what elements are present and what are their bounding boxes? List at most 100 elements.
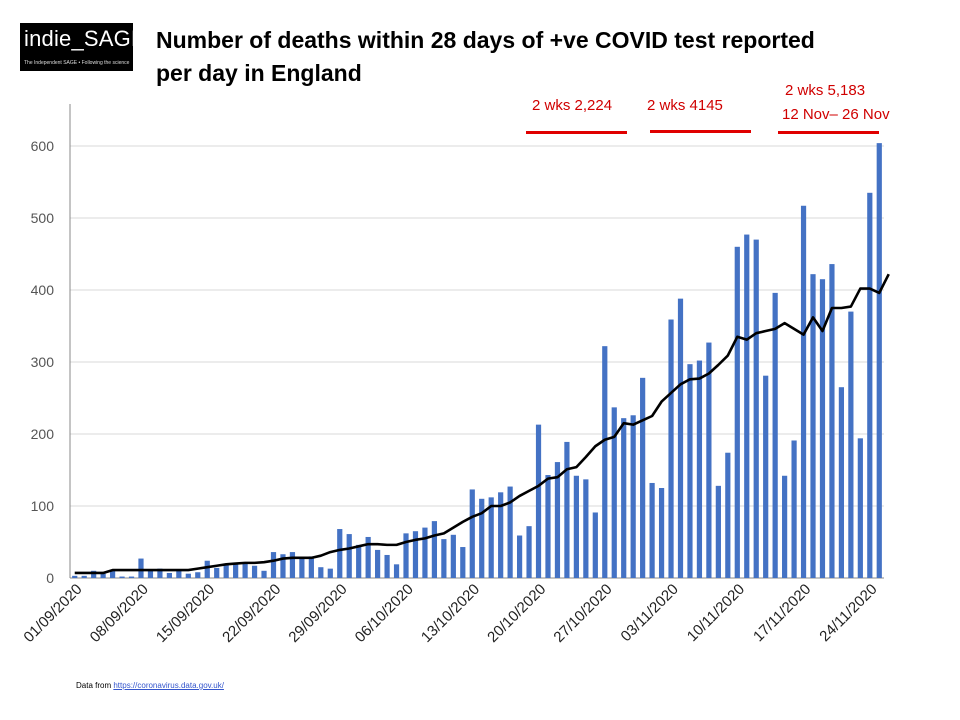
y-tick-label: 300 <box>31 354 55 370</box>
chart-title: Number of deaths within 28 days of +ve C… <box>156 27 815 86</box>
bar <box>554 462 561 578</box>
bar <box>242 563 248 578</box>
y-tick-label: 100 <box>31 498 55 514</box>
x-tick-label: 01/09/2020 <box>20 581 85 646</box>
logo-tagline: The Independent SAGE • Following the sci… <box>24 60 130 66</box>
bar <box>621 418 627 578</box>
bar <box>838 387 845 578</box>
bar <box>611 407 617 578</box>
logo-name: indie_SAGE <box>24 26 146 51</box>
bar <box>280 554 286 578</box>
bar <box>157 568 163 578</box>
bar <box>829 264 835 578</box>
bar <box>166 572 172 578</box>
bar <box>734 246 740 579</box>
bar <box>450 534 456 578</box>
bar <box>592 512 598 578</box>
bar <box>299 558 305 578</box>
annotation-label-1: 2 wks 2,224 <box>532 97 613 114</box>
y-tick-label: 500 <box>31 210 55 226</box>
bar <box>214 567 220 578</box>
bar <box>819 279 826 578</box>
x-tick-label: 08/09/2020 <box>87 581 152 646</box>
bar <box>507 486 513 578</box>
bar <box>365 536 371 578</box>
bar <box>564 441 570 578</box>
bar <box>725 452 731 578</box>
bar <box>327 568 333 578</box>
bar <box>715 485 721 578</box>
bar <box>706 342 712 578</box>
bar <box>119 576 125 578</box>
source-prefix: Data from <box>76 681 112 690</box>
x-tick-label: 15/09/2020 <box>153 581 218 646</box>
bar <box>289 552 296 578</box>
bar <box>857 438 863 578</box>
bar <box>469 489 475 578</box>
y-tick-label: 400 <box>31 282 55 298</box>
y-tick-label: 0 <box>46 570 54 586</box>
bar <box>744 234 750 578</box>
bar <box>346 534 352 578</box>
x-tick-label: 29/09/2020 <box>285 581 350 646</box>
bar <box>696 360 703 578</box>
bar <box>630 415 636 578</box>
x-tick-label: 22/09/2020 <box>219 581 284 646</box>
bar <box>649 482 655 578</box>
bar <box>460 547 466 578</box>
bar <box>185 573 191 578</box>
bar <box>308 556 314 578</box>
bar <box>526 526 532 578</box>
indie-sage-logo: indie_SAGE The Independent SAGE • Follow… <box>20 23 146 71</box>
x-tick-label: 06/10/2020 <box>352 581 417 646</box>
bar <box>535 424 542 578</box>
bar <box>100 573 106 578</box>
bar <box>545 475 551 578</box>
bar <box>791 440 797 578</box>
annotation-line-3 <box>778 131 879 134</box>
bar <box>393 564 400 578</box>
bar <box>876 143 882 578</box>
bar <box>573 475 579 578</box>
bar <box>422 527 428 578</box>
x-tick-label: 10/11/2020 <box>684 581 748 645</box>
bar <box>479 498 485 578</box>
annotation-label-2: 2 wks 4145 <box>647 97 723 114</box>
bar <box>403 533 409 578</box>
bar <box>233 562 239 578</box>
bar <box>782 475 788 578</box>
bar <box>223 565 229 578</box>
bar <box>867 192 873 579</box>
bar <box>81 575 87 578</box>
data-source: Data from https://coronavirus.data.gov.u… <box>76 681 224 690</box>
bar <box>658 488 665 578</box>
y-tick-label: 600 <box>31 138 55 154</box>
x-tick-label: 27/10/2020 <box>550 581 615 646</box>
bar <box>810 274 816 578</box>
bar <box>356 544 362 578</box>
bar <box>516 535 523 578</box>
bar <box>91 570 97 578</box>
bar <box>337 529 343 578</box>
y-tick-label: 200 <box>31 426 55 442</box>
bar <box>318 567 324 578</box>
bar <box>72 575 78 578</box>
bar <box>195 572 201 578</box>
x-tick-label: 20/10/2020 <box>484 581 549 646</box>
bar <box>261 570 267 578</box>
average-line <box>74 273 890 575</box>
bar <box>583 479 589 578</box>
bar <box>763 375 769 578</box>
bar <box>753 239 759 578</box>
bar <box>384 554 390 578</box>
bar <box>848 311 854 578</box>
bar <box>375 549 381 578</box>
bar <box>109 570 116 578</box>
source-link[interactable]: https://coronavirus.data.gov.uk/ <box>113 681 224 690</box>
bar <box>128 576 135 578</box>
bar <box>677 298 684 578</box>
bar <box>412 531 419 578</box>
annotation-sublabel-3: 12 Nov– 26 Nov <box>782 106 890 123</box>
bar <box>640 377 646 578</box>
